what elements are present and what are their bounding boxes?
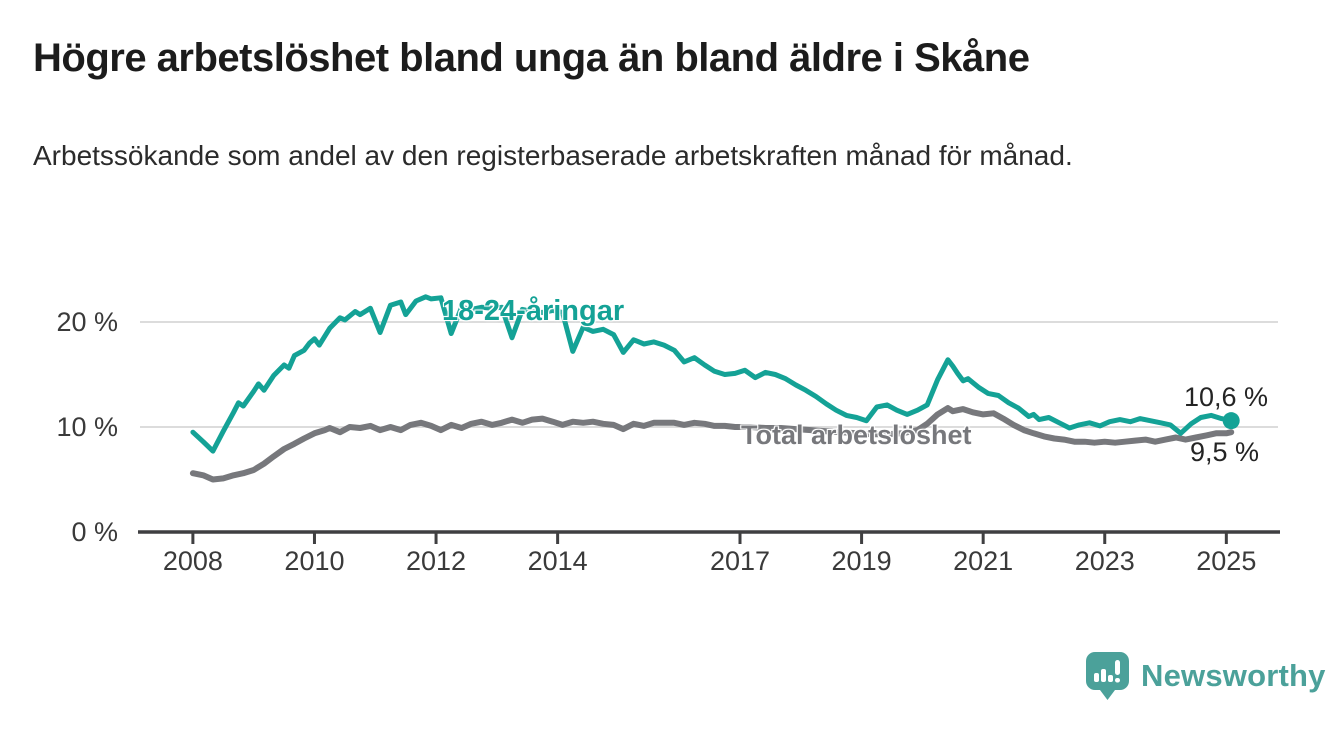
chart-subtitle: Arbetssökande som andel av den registerb… [33, 140, 1073, 171]
page-title: Högre arbetslöshet bland unga än bland ä… [33, 36, 1030, 80]
newsworthy-bubble-chart-icon [1086, 651, 1129, 701]
series-line-18-24--ringar [190, 294, 1234, 454]
x-tick-label-2019: 2019 [831, 546, 892, 576]
x-tick-label-2025: 2025 [1196, 546, 1257, 576]
series-label-total: Total arbetslöshet [741, 420, 972, 450]
series-label-young: 18-24-åringar [442, 295, 625, 327]
x-tick-label-2014: 2014 [527, 546, 588, 576]
y-tick-label-10: 10 % [56, 411, 118, 442]
y-tick-label-20: 20 % [56, 306, 118, 337]
end-value-young: 10,6 % [1184, 382, 1269, 412]
newsworthy-wordmark: Newsworthy [1141, 658, 1326, 693]
x-tick-label-2017: 2017 [709, 546, 771, 576]
series-line-total-arbetsl-shet [189, 405, 1235, 483]
x-tick-label-2021: 2021 [953, 546, 1014, 576]
x-tick-label-2010: 2010 [284, 546, 345, 576]
y-tick-label-0: 0 % [71, 517, 118, 547]
end-value-total: 9,5 % [1190, 437, 1260, 467]
newsworthy-logo: Newsworthy [1086, 651, 1326, 701]
x-tick-label-2023: 2023 [1074, 546, 1135, 576]
x-tick-label-2008: 2008 [162, 546, 223, 576]
series-end-dot [1222, 412, 1240, 430]
x-tick-label-2012: 2012 [406, 546, 467, 576]
